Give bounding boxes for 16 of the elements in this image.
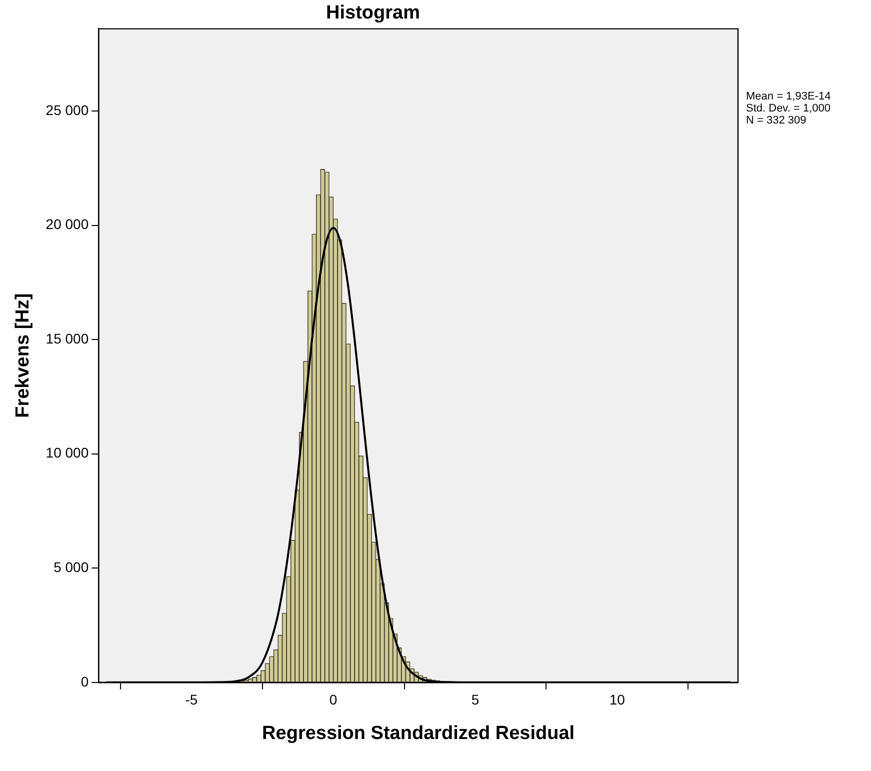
x-tick-label: 0	[329, 692, 338, 708]
y-tick-label: 15 000	[46, 330, 89, 346]
y-tick-label: 10 000	[46, 444, 89, 461]
y-tick-label: 20 000	[46, 216, 89, 232]
chart-title: Histogram	[326, 2, 420, 24]
y-tick-label: 25 000	[46, 102, 89, 118]
x-tick-label: 5	[471, 692, 480, 708]
text: N = 332 309	[746, 114, 806, 126]
text: Std. Dev. = 1,000	[746, 102, 830, 114]
x-tick-label: -5	[185, 692, 198, 708]
y-tick-label: 0	[80, 673, 89, 690]
y-axis-title: Frekvens [Hz]	[12, 293, 34, 418]
y-tick-label: 5 000	[54, 558, 89, 575]
x-axis-title: Regression Standardized Residual	[262, 722, 575, 744]
x-tick-label: 10	[609, 692, 626, 708]
text: Mean = 1,93E-14	[746, 90, 831, 102]
